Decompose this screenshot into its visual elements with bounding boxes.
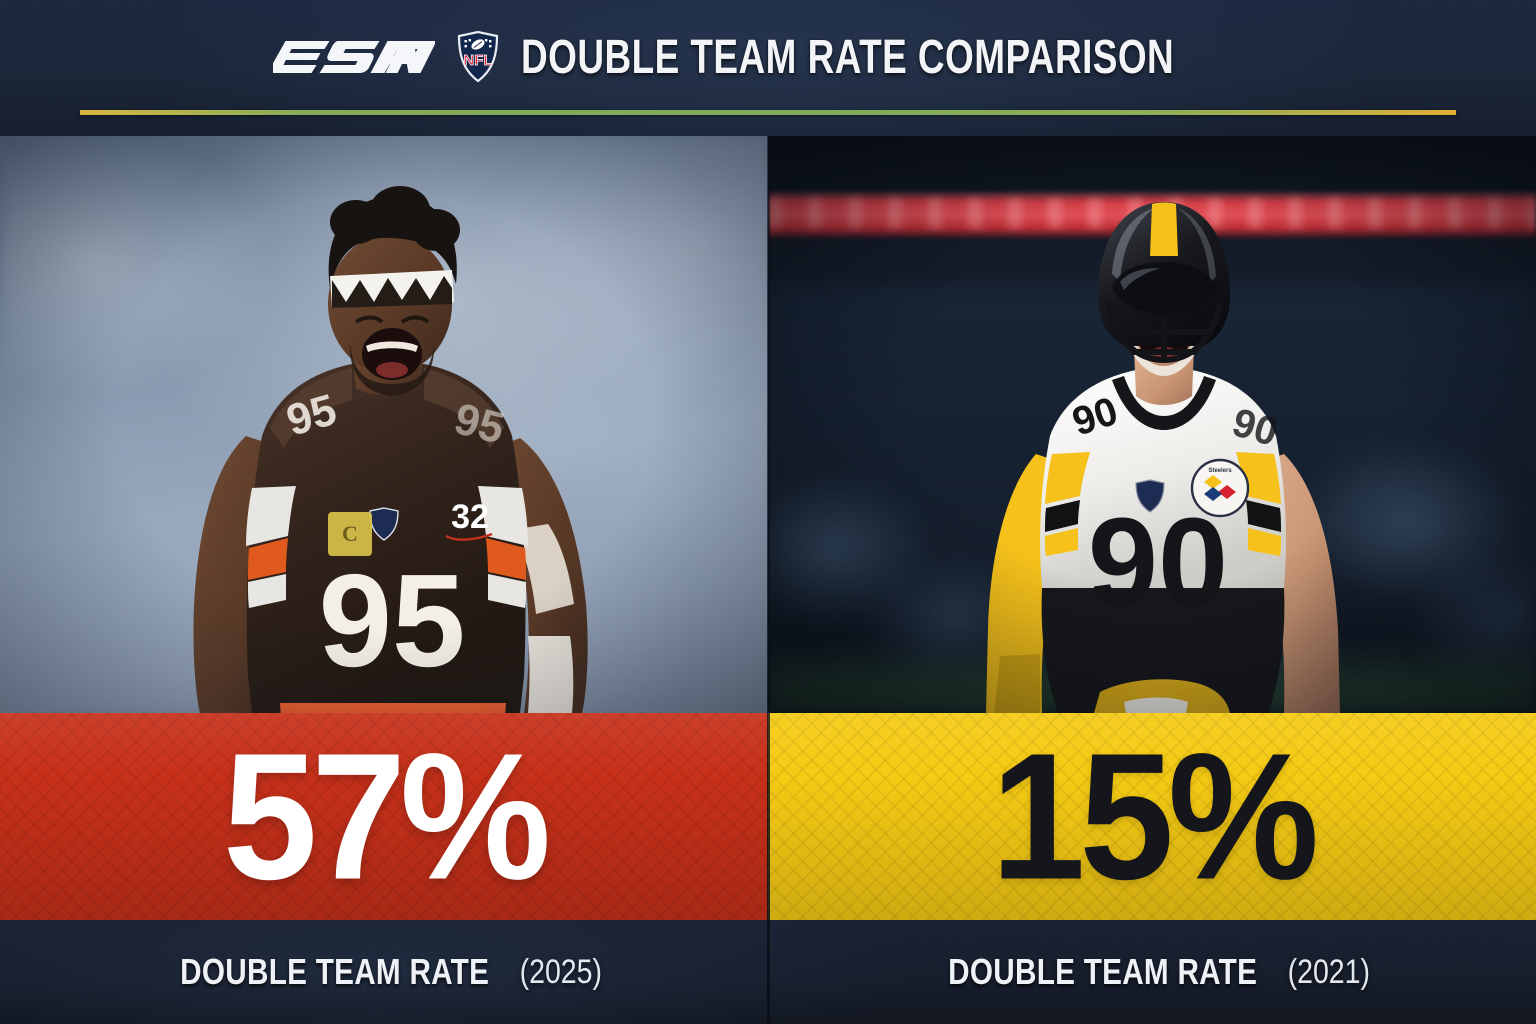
caption-left: DOUBLE TEAM RATE (2025) [0, 920, 768, 1024]
photo-vignette-left [0, 136, 768, 713]
accent-divider [80, 110, 1456, 115]
espn-logo [272, 35, 435, 79]
nfl-wordmark: NFL [463, 52, 492, 69]
caption-year-left: (2025) [519, 952, 602, 991]
band-texture-left [0, 713, 768, 920]
caption-year-right: (2021) [1287, 952, 1370, 991]
nfl-shield-icon: NFL [457, 31, 499, 83]
panel-divider [767, 136, 770, 1024]
stat-value-left: 57% [222, 715, 551, 918]
stat-band-right: 15% [768, 713, 1536, 920]
caption-label-left: DOUBLE TEAM RATE [179, 951, 489, 992]
band-shade-right [768, 713, 1536, 920]
caption-label-right: DOUBLE TEAM RATE [947, 951, 1257, 992]
player-photo-left: 95 95 C 32 95 [0, 136, 768, 713]
band-texture-right [768, 713, 1536, 920]
band-shade-left [0, 713, 768, 920]
header-bar: NFL DOUBLE TEAM RATE COMPARISON [0, 0, 1536, 136]
stat-band-left: 57% [0, 713, 768, 920]
caption-right: DOUBLE TEAM RATE (2021) [768, 920, 1536, 1024]
page-title: DOUBLE TEAM RATE COMPARISON [520, 29, 1175, 84]
stat-band-row: 57% 15% [0, 713, 1536, 920]
photo-vignette-right [768, 136, 1536, 713]
player-photo-row: 95 95 C 32 95 [0, 136, 1536, 713]
player-photo-right: 90 90 Steelers 90 [768, 136, 1536, 713]
stat-value-right: 15% [990, 715, 1319, 918]
header-title-row: NFL DOUBLE TEAM RATE COMPARISON [0, 26, 1536, 88]
